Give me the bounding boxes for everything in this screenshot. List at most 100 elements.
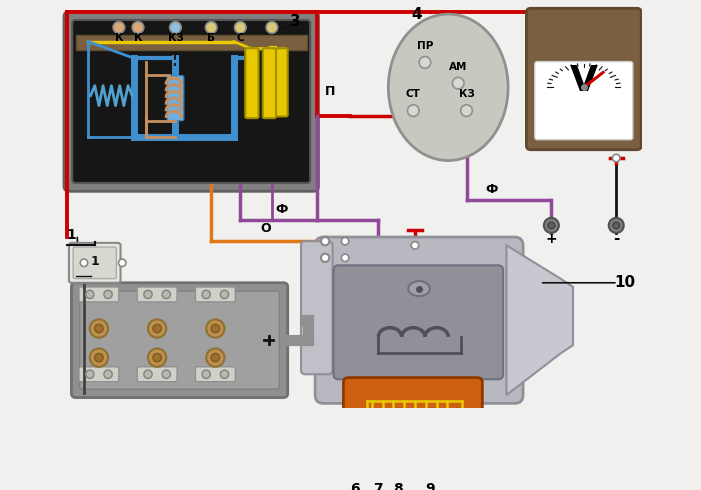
FancyBboxPatch shape bbox=[167, 75, 184, 121]
FancyBboxPatch shape bbox=[72, 283, 287, 397]
Circle shape bbox=[86, 290, 94, 298]
Circle shape bbox=[104, 290, 112, 298]
Text: К: К bbox=[134, 33, 142, 43]
Text: Ф: Ф bbox=[275, 203, 288, 216]
Circle shape bbox=[80, 259, 88, 267]
Circle shape bbox=[608, 218, 624, 233]
Circle shape bbox=[407, 105, 419, 117]
FancyBboxPatch shape bbox=[245, 48, 259, 118]
Circle shape bbox=[206, 319, 224, 338]
Circle shape bbox=[162, 290, 170, 298]
Text: 5: 5 bbox=[619, 7, 630, 23]
Text: 1: 1 bbox=[90, 255, 99, 268]
FancyBboxPatch shape bbox=[263, 48, 276, 118]
FancyBboxPatch shape bbox=[343, 378, 482, 479]
Circle shape bbox=[321, 254, 329, 262]
Circle shape bbox=[162, 370, 170, 378]
Circle shape bbox=[234, 22, 246, 33]
Circle shape bbox=[419, 56, 430, 68]
Ellipse shape bbox=[408, 281, 430, 296]
Circle shape bbox=[144, 290, 152, 298]
Circle shape bbox=[548, 222, 554, 229]
FancyBboxPatch shape bbox=[79, 287, 119, 302]
Polygon shape bbox=[506, 245, 573, 395]
Circle shape bbox=[118, 259, 126, 267]
FancyBboxPatch shape bbox=[137, 367, 177, 382]
FancyBboxPatch shape bbox=[73, 247, 116, 279]
Circle shape bbox=[220, 370, 229, 378]
FancyBboxPatch shape bbox=[69, 243, 121, 283]
Circle shape bbox=[341, 254, 349, 262]
Text: 1: 1 bbox=[67, 227, 76, 242]
Circle shape bbox=[220, 290, 229, 298]
FancyBboxPatch shape bbox=[79, 367, 119, 382]
Circle shape bbox=[153, 324, 161, 333]
Text: СТ: СТ bbox=[406, 89, 421, 99]
Circle shape bbox=[95, 324, 103, 333]
Text: Б: Б bbox=[207, 33, 215, 43]
Circle shape bbox=[90, 348, 108, 367]
Circle shape bbox=[148, 319, 166, 338]
Text: 6: 6 bbox=[350, 482, 360, 490]
Circle shape bbox=[341, 238, 349, 245]
Circle shape bbox=[153, 353, 161, 362]
Text: ПР: ПР bbox=[417, 41, 433, 51]
Circle shape bbox=[148, 348, 166, 367]
Circle shape bbox=[613, 222, 620, 229]
Circle shape bbox=[206, 348, 224, 367]
Text: Б: Б bbox=[171, 41, 179, 51]
Circle shape bbox=[90, 319, 108, 338]
Circle shape bbox=[95, 353, 103, 362]
Circle shape bbox=[544, 218, 559, 233]
Circle shape bbox=[104, 370, 112, 378]
Circle shape bbox=[86, 370, 94, 378]
Circle shape bbox=[266, 22, 278, 33]
Text: П: П bbox=[325, 85, 335, 98]
Circle shape bbox=[211, 353, 219, 362]
Circle shape bbox=[202, 370, 210, 378]
FancyBboxPatch shape bbox=[196, 367, 236, 382]
Text: 8: 8 bbox=[393, 482, 403, 490]
Text: Ф: Ф bbox=[485, 183, 498, 196]
FancyBboxPatch shape bbox=[301, 241, 332, 374]
FancyBboxPatch shape bbox=[137, 287, 177, 302]
Text: +: + bbox=[545, 232, 557, 245]
Circle shape bbox=[452, 77, 464, 89]
Text: К: К bbox=[115, 33, 123, 43]
FancyBboxPatch shape bbox=[526, 8, 641, 150]
Text: 3: 3 bbox=[290, 14, 301, 29]
FancyBboxPatch shape bbox=[72, 20, 310, 183]
FancyBboxPatch shape bbox=[276, 48, 287, 117]
Circle shape bbox=[321, 237, 329, 245]
FancyBboxPatch shape bbox=[315, 237, 523, 403]
Ellipse shape bbox=[388, 14, 508, 161]
Text: 7: 7 bbox=[373, 482, 382, 490]
Text: V: V bbox=[570, 64, 598, 98]
Circle shape bbox=[170, 22, 182, 33]
Circle shape bbox=[461, 105, 472, 117]
Text: КЗ: КЗ bbox=[458, 89, 475, 99]
FancyBboxPatch shape bbox=[535, 62, 633, 140]
FancyBboxPatch shape bbox=[196, 287, 236, 302]
Circle shape bbox=[205, 22, 217, 33]
Bar bbox=[76, 35, 307, 50]
Circle shape bbox=[211, 324, 219, 333]
Text: 4: 4 bbox=[411, 7, 422, 23]
Circle shape bbox=[613, 154, 620, 162]
Text: С: С bbox=[236, 33, 244, 43]
Text: 9: 9 bbox=[425, 482, 435, 490]
Text: 10: 10 bbox=[614, 275, 635, 290]
Text: КЗ: КЗ bbox=[168, 33, 183, 43]
FancyBboxPatch shape bbox=[334, 265, 503, 379]
Circle shape bbox=[144, 370, 152, 378]
Circle shape bbox=[411, 242, 418, 249]
Circle shape bbox=[113, 22, 125, 33]
Circle shape bbox=[202, 290, 210, 298]
Text: АМ: АМ bbox=[449, 62, 468, 72]
Text: 2: 2 bbox=[207, 304, 218, 319]
FancyBboxPatch shape bbox=[64, 12, 318, 191]
Text: О: О bbox=[260, 222, 271, 235]
Circle shape bbox=[132, 22, 144, 33]
FancyBboxPatch shape bbox=[80, 291, 280, 389]
Text: -: - bbox=[613, 231, 620, 246]
